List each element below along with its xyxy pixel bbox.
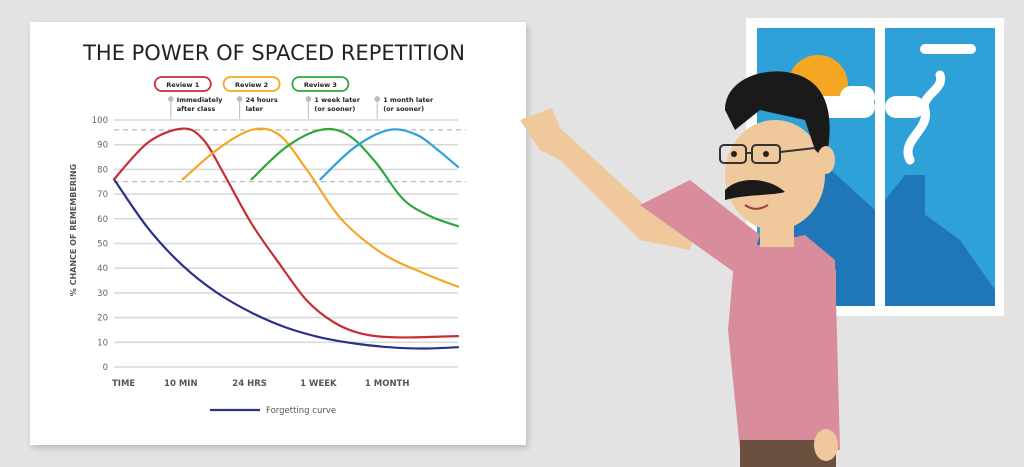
y-axis-title: % CHANCE OF REMEMBERING [69, 164, 78, 296]
review-label: Review 1 [166, 81, 200, 89]
y-tick-label: 0 [103, 363, 108, 373]
y-tick-label: 60 [97, 215, 108, 225]
chart-canvas: THE POWER OF SPACED REPETITION % CHANCE … [69, 41, 466, 416]
y-ticks: 0 10 20 30 40 50 60 70 80 90 100 [92, 116, 108, 373]
x-tick-label: 1 MONTH [365, 379, 410, 389]
x-tick-label: 1 WEEK [300, 379, 337, 389]
shirt-sleeve [640, 180, 760, 280]
x-tick-label: 24 HRS [232, 379, 267, 389]
review-note: (or sooner) [314, 105, 355, 113]
review-pin-dot [168, 96, 174, 102]
y-tick-label: 70 [97, 190, 108, 200]
review-note: (or sooner) [383, 105, 424, 113]
chimney [905, 175, 925, 215]
y-tick-label: 100 [92, 116, 108, 126]
legend: Forgetting curve [210, 406, 336, 416]
review-note: Immediately [177, 96, 223, 104]
y-tick-label: 10 [97, 338, 108, 348]
y-tick-label: 90 [97, 141, 108, 151]
review-note: 1 week later [314, 96, 360, 104]
eye-left [731, 151, 737, 157]
face [725, 120, 825, 230]
review-pin-dot [236, 96, 243, 102]
left-arm [808, 260, 836, 430]
x-ticks: TIME 10 MIN 24 HRS 1 WEEK 1 MONTH [112, 379, 409, 389]
ear [817, 146, 835, 174]
review-annotation: Review 3 1 week later(or sooner) [291, 76, 361, 119]
left-hand [814, 429, 838, 461]
series [112, 127, 460, 350]
mouth [744, 204, 769, 210]
grid [114, 119, 458, 368]
review-note: after class [177, 105, 216, 113]
legend-label-forgetting: Forgetting curve [266, 406, 336, 416]
series-line-0 [112, 178, 460, 350]
review-note: 24 hours [246, 96, 278, 104]
series-line-2 [181, 127, 460, 288]
review-pill [153, 76, 212, 92]
y-tick-label: 40 [97, 264, 108, 274]
smoke-icon [903, 70, 946, 165]
series-line-4 [319, 128, 460, 181]
x-tick-label: TIME [112, 379, 135, 389]
review-note: later [246, 105, 264, 113]
review-label: Review 2 [235, 81, 268, 89]
review-pin-dot [374, 96, 381, 102]
raised-hand [520, 108, 700, 250]
teacher-character [520, 71, 840, 467]
y-tick-label: 80 [97, 165, 108, 175]
x-tick-label: 10 MIN [164, 379, 198, 389]
hair [725, 71, 830, 160]
y-tick-label: 50 [97, 240, 108, 250]
review-pill [222, 76, 281, 92]
mustache [725, 180, 785, 200]
review-note: 1 month later [383, 96, 434, 104]
window [746, 18, 1004, 316]
eye-right [763, 151, 769, 157]
review-pin-dot [305, 96, 312, 102]
y-tick-label: 20 [97, 314, 108, 324]
series-line-3 [250, 127, 460, 228]
chart-title: THE POWER OF SPACED REPETITION [82, 41, 465, 65]
review-label: Review 3 [304, 81, 337, 89]
glasses-icon [719, 144, 816, 164]
review-annotation: 1 month later(or sooner) [374, 96, 434, 119]
y-tick-label: 30 [97, 289, 108, 299]
chart-board: THE POWER OF SPACED REPETITION % CHANCE … [30, 22, 526, 445]
cloud-small-icon [920, 44, 976, 54]
review-pill [291, 76, 350, 92]
series-line-1 [112, 127, 460, 339]
